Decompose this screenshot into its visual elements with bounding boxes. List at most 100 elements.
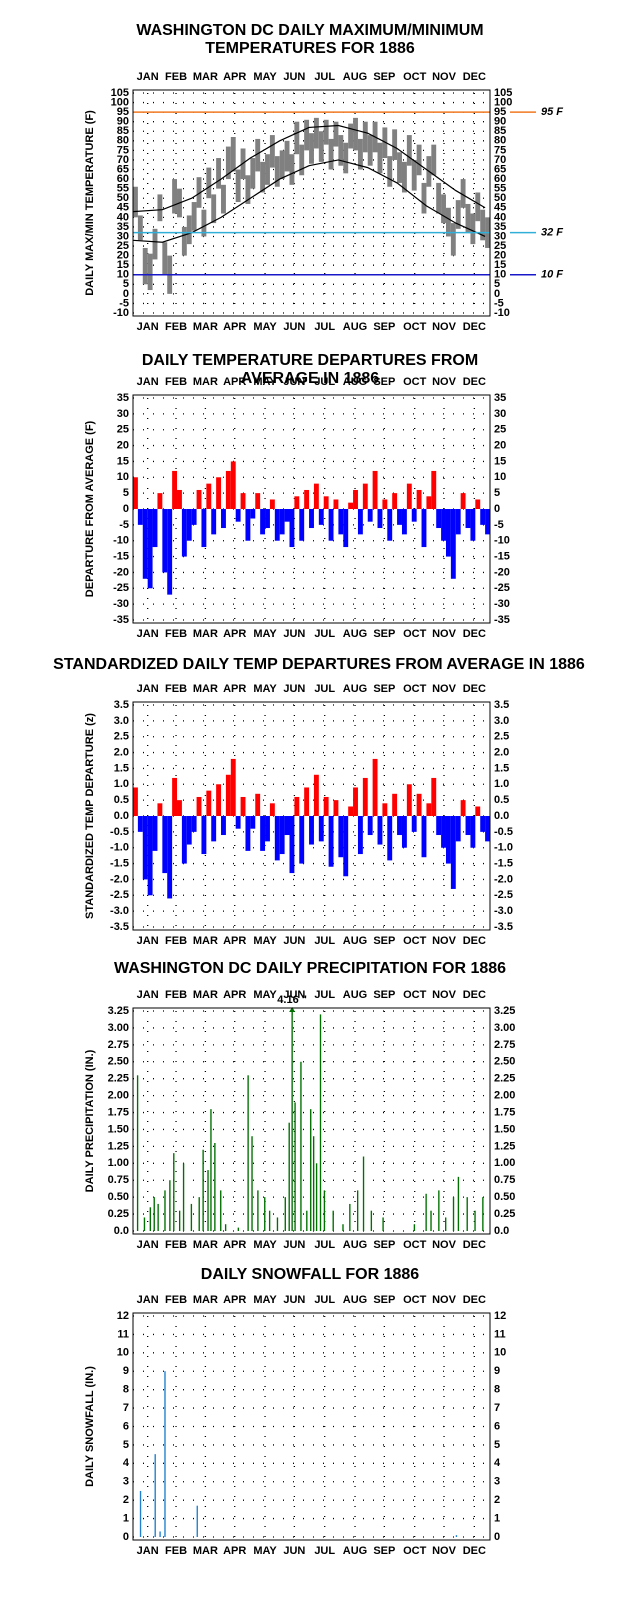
- y-axis-label: DEPARTURE FROM AVERAGE (F): [84, 420, 96, 597]
- plot: [136, 1008, 484, 1231]
- bar: [343, 816, 349, 877]
- x-tick-label: APR: [223, 989, 246, 1001]
- bar: [216, 784, 222, 816]
- bar: [251, 1136, 253, 1231]
- bar: [157, 1203, 159, 1231]
- temp-range-bar: [445, 207, 451, 237]
- y-tick-label: 3.5: [114, 699, 129, 711]
- y-tick-label: 45: [117, 202, 129, 214]
- x-tick-label-bottom: JAN: [137, 1239, 159, 1251]
- bar: [247, 1075, 249, 1231]
- bar: [173, 1153, 175, 1231]
- bar: [372, 758, 378, 816]
- bar: [207, 1170, 209, 1231]
- y-tick-label-right: 65: [494, 163, 506, 175]
- x-tick-label-bottom: SEP: [373, 321, 395, 333]
- bar: [397, 509, 402, 525]
- y-tick-label-right: 3.5: [494, 699, 509, 711]
- bar: [392, 793, 398, 816]
- temp-range-bar: [137, 215, 143, 241]
- x-tick-label-bottom: DEC: [463, 1239, 486, 1251]
- y-tick-label-right: 30: [494, 408, 506, 420]
- y-tick-label-right: 2.50: [494, 1056, 515, 1068]
- y-tick-label: 15: [117, 259, 129, 271]
- y-tick-label: 0: [123, 1531, 129, 1543]
- temp-range-bar: [216, 158, 222, 189]
- temp-range-bar: [421, 182, 427, 214]
- bar: [457, 1176, 460, 1231]
- y-tick-label: 25: [117, 240, 129, 252]
- y-tick-label-right: 12: [494, 1310, 506, 1322]
- y-tick-label-right: 20: [494, 439, 506, 451]
- overflow-arrowhead: [289, 1007, 296, 1012]
- x-tick-label-bottom: JAN: [137, 321, 159, 333]
- x-tick-label-bottom: AUG: [343, 1545, 367, 1557]
- temp-range-bar: [201, 209, 207, 237]
- bar: [452, 1197, 455, 1231]
- y-tick-label-right: 60: [494, 173, 506, 185]
- x-tick-label: SEP: [373, 1294, 395, 1306]
- bar: [198, 1197, 200, 1231]
- x-tick-label-bottom: APR: [223, 628, 246, 640]
- bar: [214, 1143, 216, 1231]
- plot: [139, 1371, 458, 1537]
- reference-label: 95 F: [541, 106, 563, 118]
- y-tick-label: 2.25: [108, 1073, 129, 1085]
- bar: [411, 816, 417, 832]
- value-label: 4.16 ": [277, 994, 307, 1006]
- x-tick-label-bottom: JUN: [283, 628, 305, 640]
- x-tick-label-bottom: DEC: [463, 628, 486, 640]
- bar: [240, 796, 246, 816]
- plot: [133, 758, 490, 899]
- y-tick-label: 3: [123, 1476, 129, 1488]
- x-tick-label: MAR: [193, 71, 218, 83]
- bar: [191, 509, 197, 525]
- bar: [284, 1197, 286, 1231]
- chart-title: DAILY SNOWFALL FOR 1886: [200, 1266, 420, 1283]
- bar: [348, 806, 354, 816]
- y-tick-label: 3.0: [114, 715, 129, 727]
- x-tick-label-bottom: AUG: [343, 628, 367, 640]
- x-tick-label: FEB: [165, 989, 187, 1001]
- x-tick-label-bottom: JUL: [314, 1545, 335, 1557]
- y-axis-label: DAILY PRECIPITATION (IN.): [84, 1049, 96, 1192]
- temp-range-bar: [225, 146, 231, 180]
- bar: [313, 774, 319, 816]
- bar: [221, 509, 226, 529]
- y-tick-label: 30: [117, 408, 129, 420]
- bar: [372, 470, 378, 509]
- y-tick-label-right: 1.00: [494, 1157, 515, 1169]
- bar: [235, 816, 241, 829]
- bar: [406, 483, 412, 509]
- bar: [164, 1371, 166, 1537]
- temp-range-bar: [323, 119, 329, 145]
- y-axis-label: STANDARDIZED TEMP DEPARTURE (z): [84, 713, 96, 919]
- y-tick-label-right: 5: [494, 278, 500, 290]
- bar: [387, 816, 393, 861]
- bar: [230, 758, 236, 816]
- y-tick-label-right: 10: [494, 269, 506, 281]
- chart-title: DAILY TEMPERATURE DEPARTURES FROM AVERAG…: [141, 352, 479, 387]
- x-tick-label: AUG: [343, 1294, 367, 1306]
- x-tick-label: SEP: [373, 71, 395, 83]
- bar: [460, 800, 466, 816]
- bar: [190, 1203, 193, 1231]
- bar: [343, 509, 349, 548]
- bar: [342, 1224, 344, 1231]
- x-tick-label: APR: [223, 71, 246, 83]
- y-tick-label: 2.75: [108, 1039, 129, 1051]
- bar: [162, 509, 168, 573]
- x-tick-label-bottom: SEP: [373, 1239, 395, 1251]
- bar: [357, 509, 363, 535]
- bar: [438, 1190, 440, 1231]
- bar: [220, 1190, 222, 1231]
- y-tick-label: 7: [123, 1402, 129, 1414]
- y-tick-label-right: 15: [494, 455, 506, 467]
- bar: [465, 816, 471, 836]
- temp-range-bar: [157, 194, 163, 222]
- y-tick-label-right: 0: [494, 1531, 500, 1543]
- bar: [260, 816, 266, 851]
- y-tick-label-right: 90: [494, 116, 506, 128]
- bar: [436, 509, 442, 529]
